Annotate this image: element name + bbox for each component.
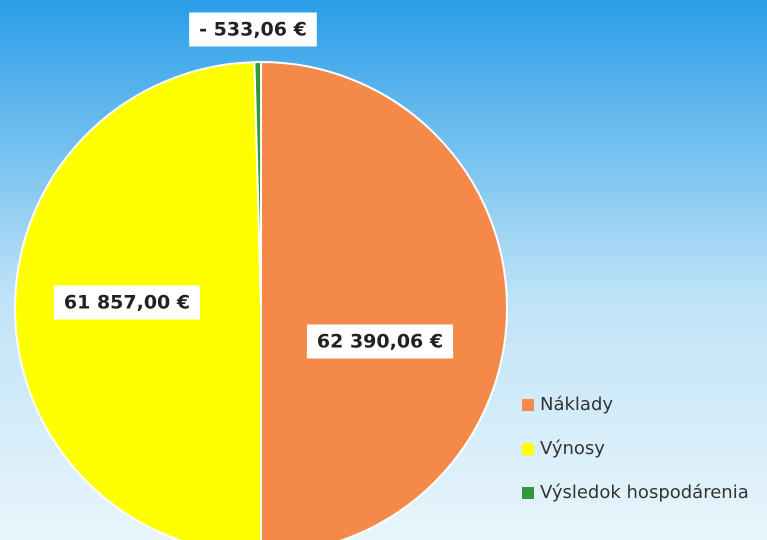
pie-slice: [260, 60, 508, 540]
value-label: 62 390,06 €: [317, 331, 443, 353]
value-label-box: [306, 324, 454, 359]
legend-swatch: [522, 443, 534, 455]
legend-swatch: [522, 487, 534, 499]
pie-slice: [253, 60, 262, 309]
value-label-box: [53, 285, 201, 320]
value-label: 61 857,00 €: [64, 292, 190, 314]
value-label-box: [189, 12, 317, 47]
legend-label: Výsledok hospodárenia: [540, 482, 749, 503]
legend-label: Výnosy: [540, 438, 605, 459]
legend-label: Náklady: [540, 394, 613, 415]
value-label: - 533,06 €: [199, 19, 307, 41]
legend-swatch: [522, 399, 534, 411]
